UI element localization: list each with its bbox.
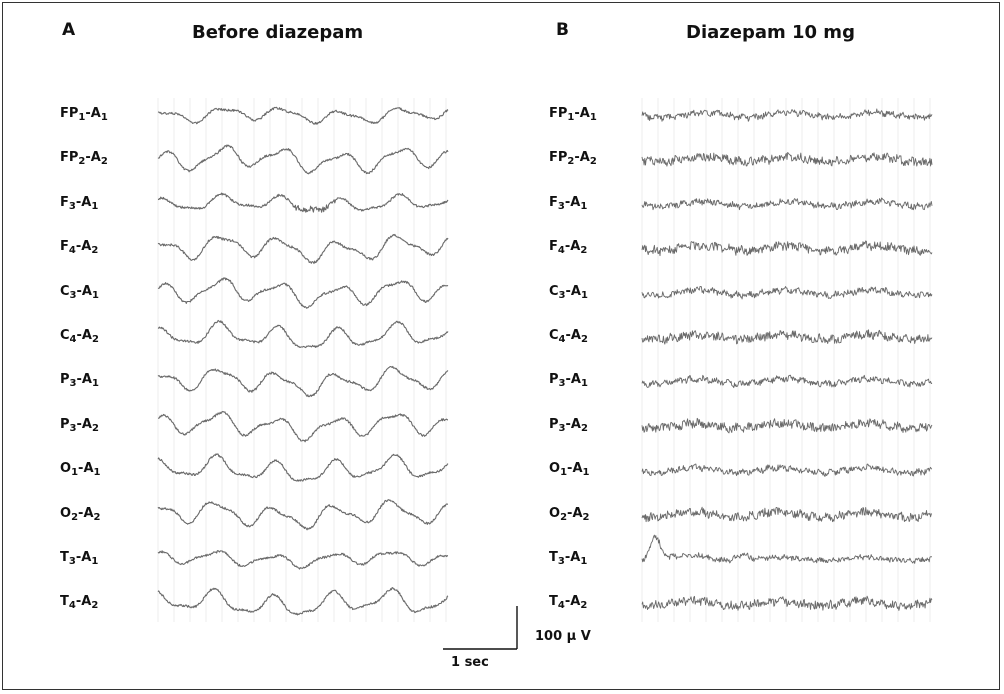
lead-label-a-2: F3-A1 — [60, 194, 99, 212]
trace-a-4 — [157, 277, 449, 309]
trace-b-3 — [641, 240, 933, 257]
trace-b-1 — [641, 151, 933, 167]
trace-b-10 — [641, 534, 933, 564]
trace-b-11 — [641, 595, 933, 611]
trace-b-6 — [641, 374, 933, 389]
lead-label-b-5: C4-A2 — [549, 328, 588, 345]
panel-b-grid — [641, 98, 931, 622]
time-scale-label: 1 sec — [451, 655, 489, 670]
lead-label-a-0: FP1-A1 — [60, 106, 108, 123]
trace-a-8 — [157, 453, 449, 482]
lead-label-a-8: O1-A1 — [60, 461, 101, 479]
lead-label-a-5: C4-A2 — [60, 328, 99, 345]
trace-a-10 — [157, 550, 449, 570]
lead-label-a-4: C3-A1 — [60, 283, 99, 301]
lead-label-b-6: P3-A1 — [549, 372, 588, 390]
trace-b-2 — [641, 197, 933, 211]
trace-a-3 — [157, 233, 449, 265]
lead-label-a-9: O2-A2 — [60, 505, 101, 523]
panel-a-grid — [157, 98, 447, 622]
lead-label-a-3: F4-A2 — [60, 239, 99, 257]
lead-label-b-4: C3-A1 — [549, 283, 588, 301]
trace-b-7 — [641, 417, 933, 434]
panel-a-title: Before diazepam — [192, 22, 364, 43]
lead-label-b-8: O1-A1 — [549, 461, 590, 479]
amplitude-scale-label: 100 μ V — [535, 629, 591, 644]
panel-b-traces — [641, 108, 933, 611]
trace-b-8 — [641, 463, 933, 477]
trace-a-6 — [157, 365, 449, 398]
lead-label-b-2: F3-A1 — [549, 194, 588, 212]
trace-a-9 — [157, 499, 449, 531]
trace-a-0 — [157, 106, 449, 125]
panel-b-letter: B — [556, 20, 569, 40]
lead-label-b-1: FP2-A2 — [549, 150, 597, 168]
lead-label-b-11: T4-A2 — [549, 594, 588, 612]
panel-a-traces — [157, 106, 449, 616]
panel-b-title: Diazepam 10 mg — [686, 22, 855, 43]
trace-a-1 — [157, 144, 449, 175]
trace-b-0 — [641, 108, 933, 122]
trace-a-7 — [158, 410, 448, 443]
trace-b-5 — [641, 329, 933, 345]
trace-a-5 — [157, 319, 449, 349]
lead-label-b-3: F4-A2 — [549, 239, 588, 257]
lead-label-a-10: T3-A1 — [60, 550, 99, 567]
lead-label-a-11: T4-A2 — [60, 594, 99, 612]
lead-label-b-9: O2-A2 — [549, 505, 590, 523]
lead-label-b-10: T3-A1 — [549, 550, 588, 567]
trace-a-11 — [157, 587, 449, 616]
lead-label-a-1: FP2-A2 — [60, 150, 108, 168]
trace-b-4 — [641, 286, 933, 300]
trace-b-9 — [641, 506, 933, 523]
lead-label-b-0: FP1-A1 — [549, 106, 597, 123]
lead-label-a-7: P3-A2 — [60, 416, 99, 434]
panel-a-letter: A — [62, 20, 76, 40]
trace-a-2 — [157, 192, 449, 213]
lead-label-b-7: P3-A2 — [549, 416, 588, 434]
lead-label-a-6: P3-A1 — [60, 372, 99, 390]
scale-bar — [443, 606, 518, 650]
